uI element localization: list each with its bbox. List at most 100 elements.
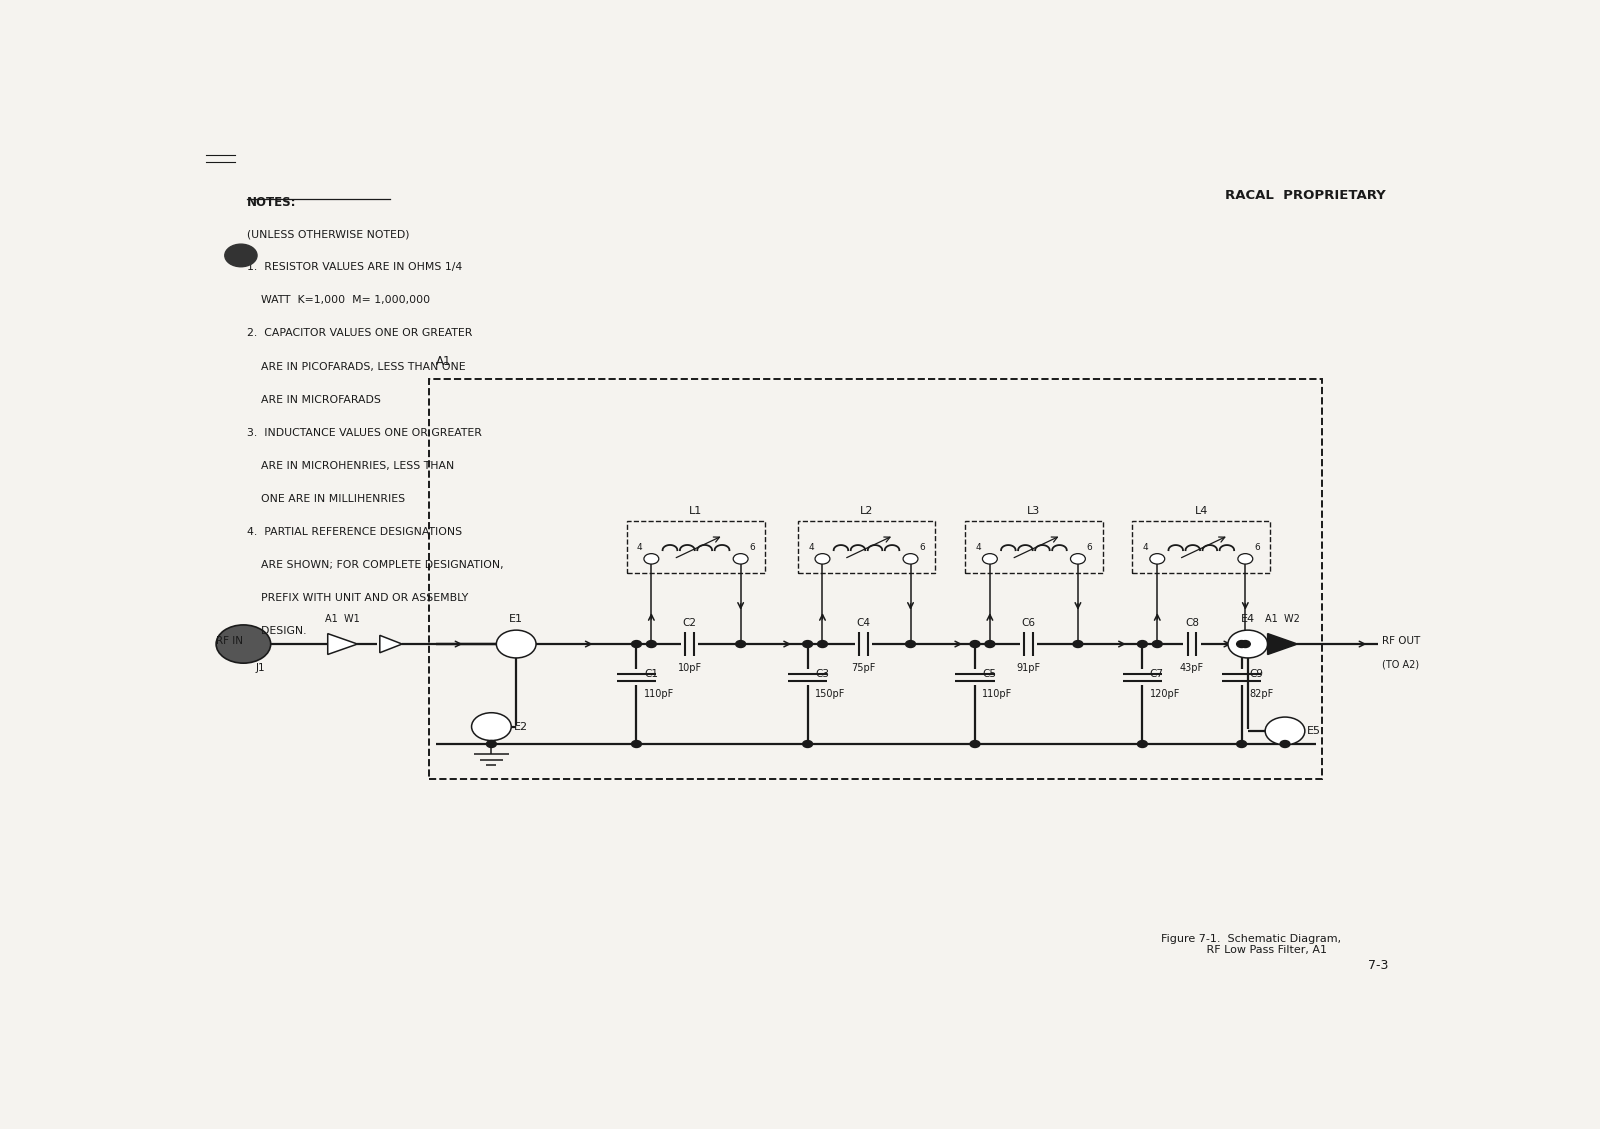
Circle shape <box>1074 640 1083 648</box>
Circle shape <box>216 625 270 663</box>
Polygon shape <box>1267 633 1298 655</box>
Text: C9: C9 <box>1250 669 1262 680</box>
Text: (TO A2): (TO A2) <box>1382 659 1419 669</box>
Text: C5: C5 <box>982 669 997 680</box>
Circle shape <box>803 741 813 747</box>
Text: E5: E5 <box>1307 726 1322 736</box>
Text: 7-3: 7-3 <box>1368 959 1387 972</box>
Text: C2: C2 <box>683 619 698 629</box>
Circle shape <box>1227 630 1267 658</box>
Text: 6: 6 <box>918 543 925 552</box>
Text: 10pF: 10pF <box>678 663 702 673</box>
Text: J1: J1 <box>256 663 266 673</box>
Text: A1  W2: A1 W2 <box>1266 614 1299 624</box>
Text: 6: 6 <box>1254 543 1259 552</box>
Text: ARE IN PICOFARADS, LESS THAN ONE: ARE IN PICOFARADS, LESS THAN ONE <box>246 361 466 371</box>
Text: 82pF: 82pF <box>1250 689 1274 699</box>
Text: WATT  K=1,000  M= 1,000,000: WATT K=1,000 M= 1,000,000 <box>246 296 430 306</box>
Circle shape <box>472 712 512 741</box>
Circle shape <box>1070 553 1085 564</box>
Circle shape <box>646 640 656 648</box>
Text: DESIGN.: DESIGN. <box>246 625 307 636</box>
Text: 4.  PARTIAL REFERENCE DESIGNATIONS: 4. PARTIAL REFERENCE DESIGNATIONS <box>246 526 462 536</box>
Text: ARE SHOWN; FOR COMPLETE DESIGNATION,: ARE SHOWN; FOR COMPLETE DESIGNATION, <box>246 560 504 570</box>
Circle shape <box>986 640 995 648</box>
Text: 120pF: 120pF <box>1150 689 1181 699</box>
Circle shape <box>1150 553 1165 564</box>
Text: C8: C8 <box>1186 619 1198 629</box>
Text: A1  W1: A1 W1 <box>325 614 360 624</box>
Circle shape <box>970 640 979 648</box>
Bar <box>627 520 765 572</box>
Bar <box>429 379 1322 779</box>
Circle shape <box>486 741 496 747</box>
Text: 2.  CAPACITOR VALUES ONE OR GREATER: 2. CAPACITOR VALUES ONE OR GREATER <box>246 329 472 339</box>
Circle shape <box>496 630 536 658</box>
Text: L3: L3 <box>1027 506 1040 516</box>
Circle shape <box>632 741 642 747</box>
Text: L2: L2 <box>859 506 874 516</box>
Text: NOTES:: NOTES: <box>246 196 296 209</box>
Circle shape <box>1266 717 1306 745</box>
Text: E4: E4 <box>1240 614 1254 624</box>
Bar <box>798 520 936 572</box>
Circle shape <box>1240 640 1250 648</box>
Text: ARE IN MICROHENRIES, LESS THAN: ARE IN MICROHENRIES, LESS THAN <box>246 461 454 471</box>
Text: (UNLESS OTHERWISE NOTED): (UNLESS OTHERWISE NOTED) <box>246 229 410 239</box>
Text: C3: C3 <box>814 669 829 680</box>
Text: 4: 4 <box>976 543 981 552</box>
Text: L1: L1 <box>690 506 702 516</box>
Circle shape <box>1138 640 1147 648</box>
Circle shape <box>1238 553 1253 564</box>
Bar <box>965 520 1102 572</box>
Circle shape <box>224 244 258 266</box>
Text: 43pF: 43pF <box>1179 663 1205 673</box>
Text: L4: L4 <box>1195 506 1208 516</box>
Text: 110pF: 110pF <box>643 689 674 699</box>
Text: 75pF: 75pF <box>851 663 875 673</box>
Circle shape <box>643 553 659 564</box>
Polygon shape <box>328 633 357 655</box>
Text: 6: 6 <box>749 543 755 552</box>
Text: RACAL  PROPRIETARY: RACAL PROPRIETARY <box>1224 190 1386 202</box>
Circle shape <box>1152 640 1162 648</box>
Circle shape <box>1280 741 1290 747</box>
Circle shape <box>736 640 746 648</box>
Text: ARE IN MICROFARADS: ARE IN MICROFARADS <box>246 394 381 404</box>
Text: PREFIX WITH UNIT AND OR ASSEMBLY: PREFIX WITH UNIT AND OR ASSEMBLY <box>246 593 469 603</box>
Text: RF IN: RF IN <box>216 637 243 647</box>
Bar <box>1133 520 1270 572</box>
Text: C4: C4 <box>856 619 870 629</box>
Text: 150pF: 150pF <box>814 689 845 699</box>
Text: C1: C1 <box>643 669 658 680</box>
Text: ONE ARE IN MILLIHENRIES: ONE ARE IN MILLIHENRIES <box>246 493 405 504</box>
Text: C7: C7 <box>1150 669 1163 680</box>
Text: C6: C6 <box>1021 619 1035 629</box>
Text: 3.  INDUCTANCE VALUES ONE OR GREATER: 3. INDUCTANCE VALUES ONE OR GREATER <box>246 428 482 438</box>
Circle shape <box>982 553 997 564</box>
Text: 1.  RESISTOR VALUES ARE IN OHMS 1/4: 1. RESISTOR VALUES ARE IN OHMS 1/4 <box>246 262 462 272</box>
Text: 91pF: 91pF <box>1016 663 1040 673</box>
Text: E2: E2 <box>514 721 528 732</box>
Text: 4: 4 <box>637 543 643 552</box>
Text: 4: 4 <box>808 543 814 552</box>
Text: E1: E1 <box>509 614 523 624</box>
Text: 6: 6 <box>1086 543 1093 552</box>
Circle shape <box>1138 741 1147 747</box>
Circle shape <box>803 640 813 648</box>
Circle shape <box>970 741 979 747</box>
Circle shape <box>906 640 915 648</box>
Circle shape <box>1237 741 1246 747</box>
Circle shape <box>902 553 918 564</box>
Circle shape <box>1237 640 1246 648</box>
Text: 4: 4 <box>1142 543 1149 552</box>
Circle shape <box>632 640 642 648</box>
Polygon shape <box>379 636 402 653</box>
Text: 110pF: 110pF <box>982 689 1013 699</box>
Text: Figure 7-1.  Schematic Diagram,
             RF Low Pass Filter, A1: Figure 7-1. Schematic Diagram, RF Low Pa… <box>1162 934 1341 955</box>
Circle shape <box>818 640 827 648</box>
Circle shape <box>814 553 830 564</box>
Text: A1: A1 <box>435 356 451 368</box>
Circle shape <box>733 553 749 564</box>
Text: RF OUT: RF OUT <box>1382 637 1419 647</box>
